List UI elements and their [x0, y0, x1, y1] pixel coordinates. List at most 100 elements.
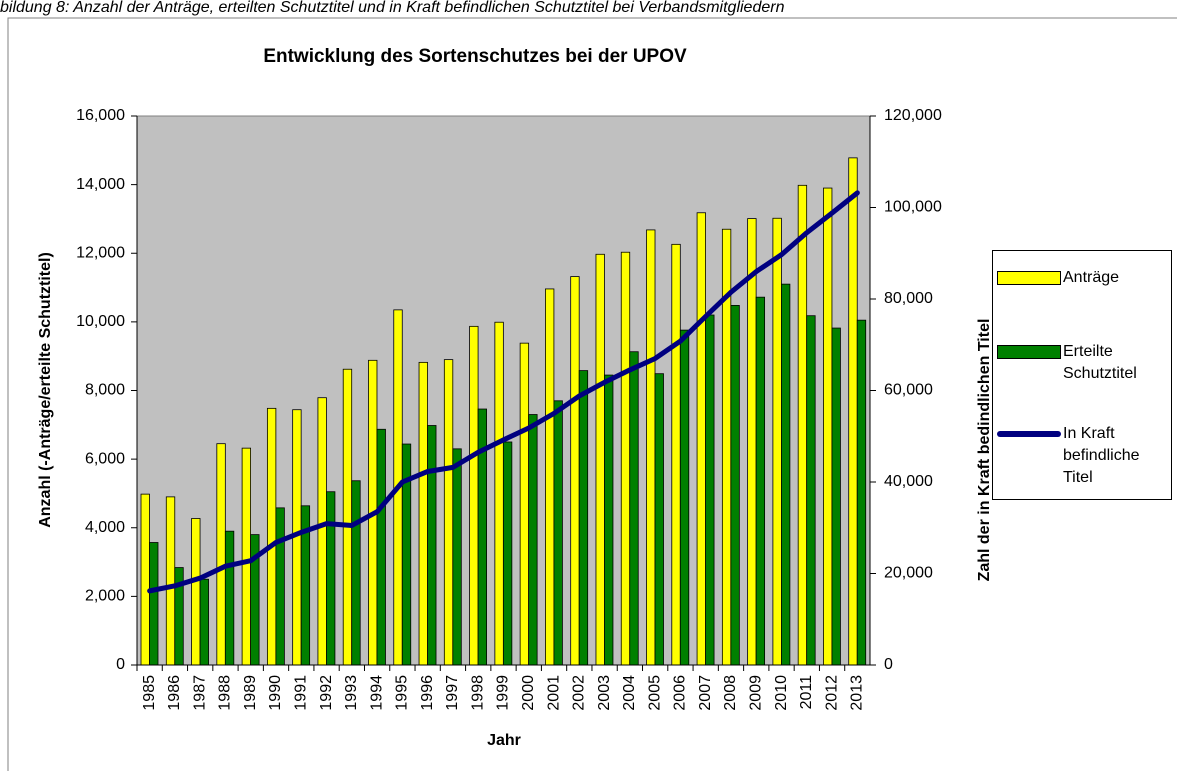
bar	[326, 491, 336, 666]
y2-tick-label: 100,000	[884, 199, 942, 216]
bar	[199, 578, 209, 666]
y-tick-label: 14,000	[76, 176, 125, 193]
x-axis-title: Jahr	[487, 732, 521, 749]
bar	[806, 315, 816, 666]
bar	[545, 288, 555, 666]
line	[147, 190, 860, 594]
x-tick-label: 2008	[722, 675, 739, 711]
x-tick-label: 2012	[823, 675, 840, 711]
bar	[705, 314, 715, 666]
y-tick-label: 4,000	[85, 519, 125, 536]
y2-tick-label: 40,000	[884, 473, 933, 490]
legend-swatch	[997, 345, 1061, 359]
bar	[620, 251, 631, 666]
bar	[452, 448, 462, 666]
bar	[570, 276, 580, 666]
bar	[772, 217, 782, 666]
bar	[646, 229, 656, 666]
bar	[595, 253, 605, 666]
x-tick-label: 1998	[469, 675, 486, 711]
bar	[730, 305, 740, 666]
x-tick-label: 1996	[419, 675, 436, 711]
x-tick-label: 2002	[571, 675, 588, 711]
bar	[519, 342, 530, 666]
x-tick-label: 1990	[267, 675, 284, 711]
x-tick-label: 1993	[343, 675, 360, 711]
legend-label: Erteilte Schutztitel	[1063, 343, 1137, 382]
x-tick-label: 2013	[849, 675, 866, 711]
x-tick-label: 2005	[646, 675, 663, 711]
x-tick-label: 1997	[444, 675, 461, 711]
bar	[317, 397, 327, 666]
legend-label: Anträge	[1063, 269, 1120, 286]
y-tick-label: 16,000	[76, 107, 125, 124]
x-tick-label: 1994	[368, 675, 385, 711]
bar	[494, 321, 504, 666]
bar	[528, 414, 538, 666]
x-tick-label: 1988	[217, 675, 234, 711]
x-tick-label: 1989	[242, 675, 259, 711]
y2-tick-label: 80,000	[884, 290, 933, 307]
x-tick-label: 2003	[596, 675, 613, 711]
bar	[418, 361, 428, 666]
y2-tick-label: 120,000	[884, 107, 942, 124]
y2-axis-title: Zahl der in Kraft bedindlichen Titel	[976, 319, 993, 582]
x-tick-label: 1999	[495, 675, 512, 711]
y-tick-label: 12,000	[76, 244, 125, 261]
bar	[831, 327, 841, 666]
x-tick-label: 2000	[520, 675, 537, 711]
x-tick-label: 1992	[318, 675, 335, 711]
x-tick-label: 1986	[166, 675, 183, 711]
legend: Anträge Erteilte Schutztitel In Kraft befi…	[992, 250, 1172, 500]
y-tick-label: 8,000	[85, 382, 125, 399]
y2-tick-label: 60,000	[884, 382, 933, 399]
x-tick-label: 2006	[672, 675, 689, 711]
bar	[856, 319, 867, 666]
chart-title: Entwicklung des Sortenschutzes bei der U…	[263, 46, 687, 67]
bar	[671, 243, 681, 666]
bar	[780, 283, 791, 666]
x-tick-label: 2001	[545, 675, 562, 711]
bar	[848, 157, 858, 666]
bar	[696, 212, 706, 666]
x-tick-label: 2004	[621, 675, 638, 711]
bar	[578, 370, 589, 666]
bar	[275, 507, 285, 666]
bar	[469, 325, 479, 666]
bar	[427, 425, 437, 666]
x-tick-label: 1991	[293, 675, 310, 711]
bar	[654, 373, 664, 666]
bar	[165, 496, 176, 666]
caption: bildung 8: Anzahl der Anträge, erteilten…	[0, 0, 785, 16]
y-axis-title: Anzahl (-Anträge/erteilte Schutztitel)	[37, 252, 54, 528]
y-tick-label: 10,000	[76, 313, 125, 330]
x-tick-label: 1995	[394, 675, 411, 711]
bar	[747, 218, 757, 666]
legend-swatch	[997, 271, 1061, 285]
legend-swatch	[997, 431, 1061, 437]
bar	[191, 518, 201, 666]
bar	[149, 542, 159, 666]
x-tick-label: 1987	[191, 675, 208, 711]
y2-tick-label: 0	[884, 656, 893, 673]
bar	[502, 441, 513, 666]
x-tick-label: 2010	[773, 675, 790, 711]
y-tick-label: 0	[116, 656, 125, 673]
bar	[342, 368, 353, 666]
bar	[140, 493, 150, 666]
bar	[216, 443, 226, 666]
x-tick-label: 2009	[747, 675, 764, 711]
legend-label: In Kraft befindliche Titel	[1063, 425, 1140, 486]
bar	[443, 359, 454, 666]
bar	[266, 407, 277, 666]
x-tick-label: 1985	[141, 675, 158, 711]
x-tick-label: 2011	[798, 675, 815, 710]
bar	[224, 530, 235, 666]
bar	[553, 400, 563, 666]
bar	[797, 184, 808, 666]
bar	[241, 447, 252, 666]
bar	[755, 296, 766, 666]
y2-tick-label: 20,000	[884, 565, 933, 582]
